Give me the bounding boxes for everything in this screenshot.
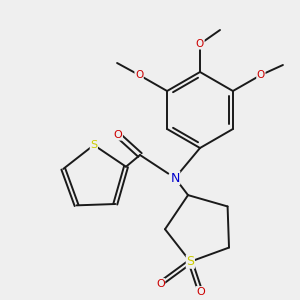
Text: O: O [196, 286, 205, 297]
Text: S: S [90, 140, 98, 150]
Text: O: O [135, 70, 143, 80]
Text: O: O [196, 39, 204, 49]
Text: S: S [186, 255, 194, 268]
Text: O: O [156, 279, 165, 289]
Text: O: O [257, 70, 265, 80]
Text: O: O [114, 130, 122, 140]
Text: N: N [170, 172, 180, 184]
